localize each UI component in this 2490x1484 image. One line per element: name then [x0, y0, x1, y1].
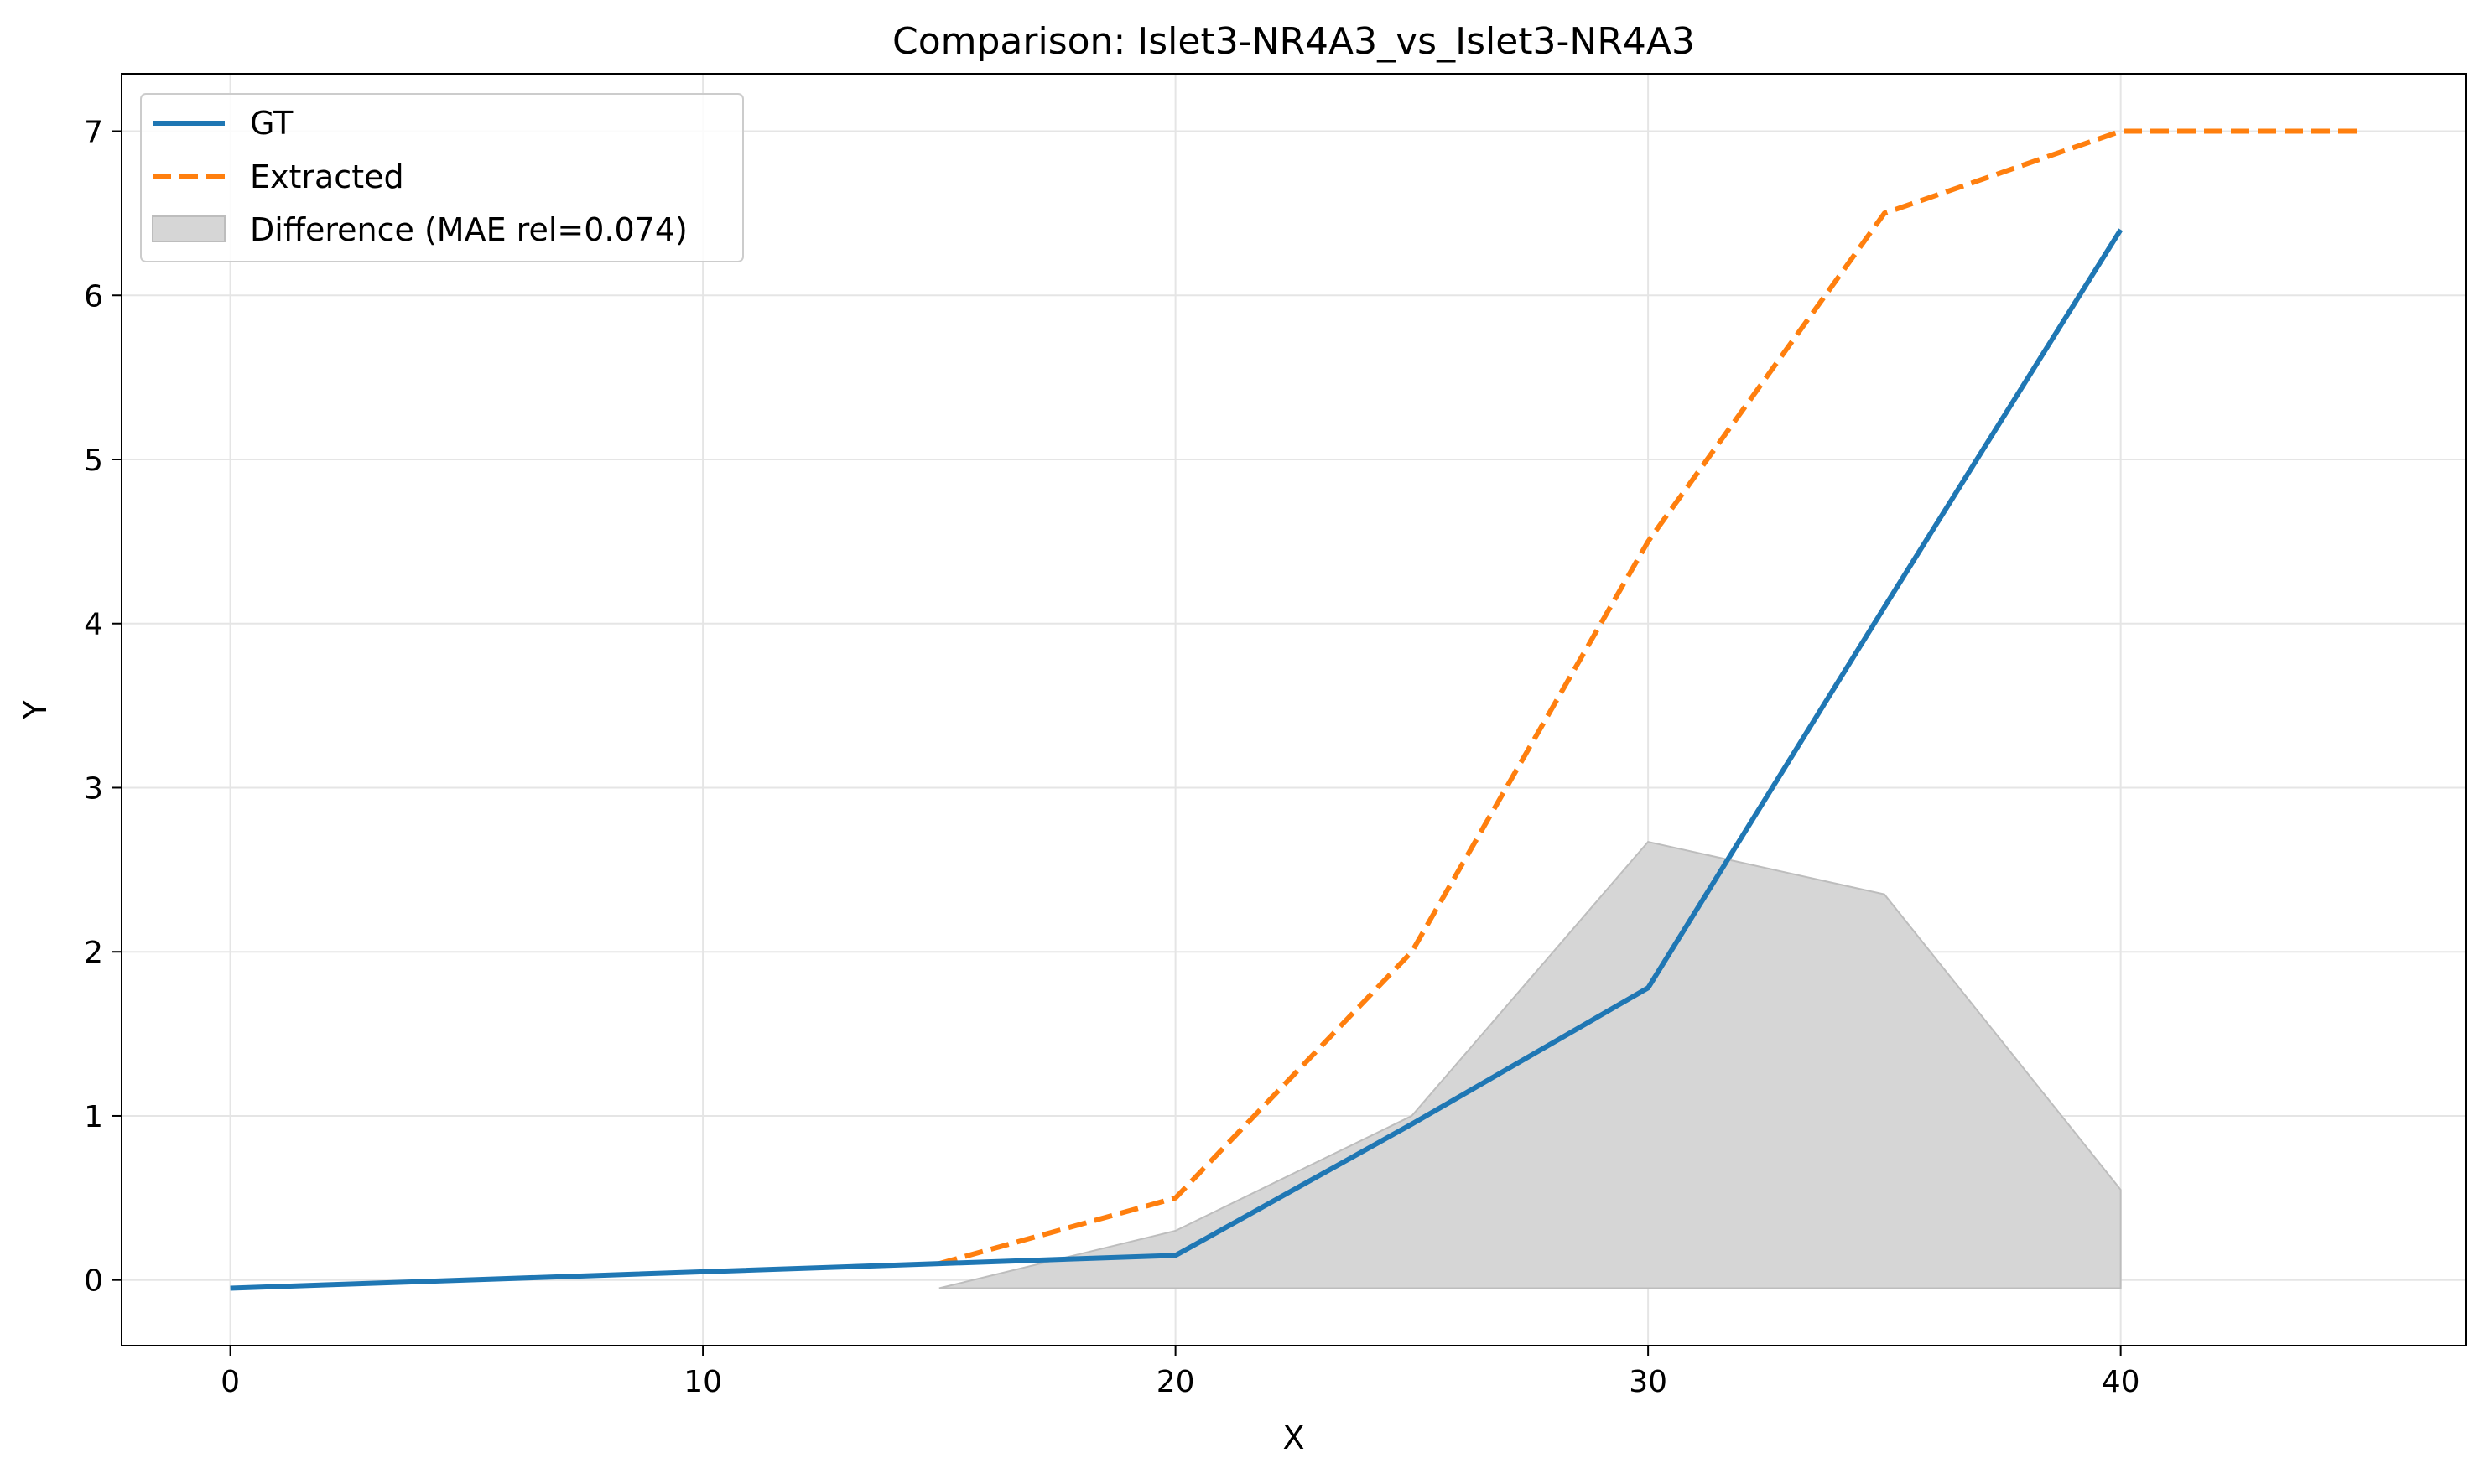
y-tick-label: 7 [84, 116, 103, 150]
y-tick-label: 6 [84, 279, 103, 314]
y-tick-label: 5 [84, 444, 103, 478]
x-tick-label: 0 [221, 1365, 240, 1399]
legend-gt-label: GT [250, 105, 294, 142]
grid [122, 74, 2466, 1346]
y-axis-title: Y [17, 699, 54, 720]
legend-difference-swatch [152, 215, 226, 242]
difference-area [938, 840, 2122, 1289]
plot-frame [121, 73, 2467, 1346]
legend-extracted-label: Extracted [250, 158, 404, 195]
series-line-extracted [938, 128, 2357, 1267]
y-tick-label: 1 [84, 1100, 103, 1134]
x-tick-label: 30 [1629, 1365, 1667, 1399]
difference-area-layer [938, 840, 2122, 1289]
y-tick-label: 4 [84, 608, 103, 642]
y-tick-label: 3 [84, 771, 103, 806]
chart-title: Comparison: Islet3-NR4A3_vs_Islet3-NR4A3 [892, 20, 1695, 63]
series-line-gt [230, 228, 2124, 1291]
legend: GT Extracted Difference (MAE rel=0.074) [140, 93, 744, 262]
x-tick-label: 10 [684, 1365, 722, 1399]
x-axis-title: X [1282, 1419, 1304, 1456]
axis-ticks: 0 10 20 30 40 0 1 2 3 4 5 6 7 [84, 116, 2139, 1399]
legend-frame [140, 93, 744, 262]
legend-difference-label: Difference (MAE rel=0.074) [250, 211, 688, 248]
x-tick-label: 40 [2102, 1365, 2140, 1399]
x-tick-label: 20 [1157, 1365, 1195, 1399]
y-tick-label: 2 [84, 936, 103, 970]
series-lines-layer [230, 128, 2357, 1291]
y-tick-label: 0 [84, 1264, 103, 1299]
